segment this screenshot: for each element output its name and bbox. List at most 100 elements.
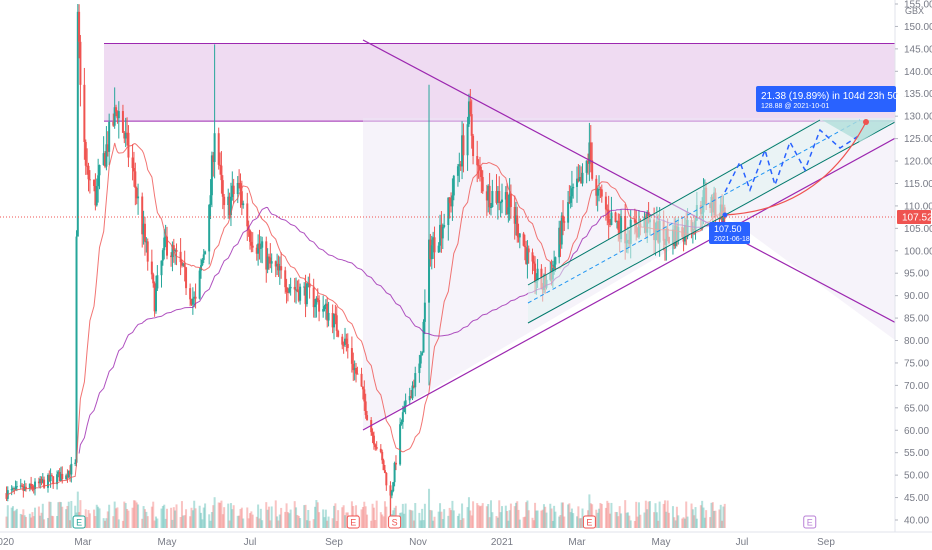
candle[interactable]	[472, 135, 475, 157]
candle[interactable]	[481, 177, 484, 192]
candle[interactable]	[152, 274, 155, 284]
candle[interactable]	[334, 313, 337, 316]
candle[interactable]	[296, 289, 299, 292]
candle[interactable]	[15, 486, 18, 488]
candle[interactable]	[333, 313, 335, 328]
candle[interactable]	[379, 448, 382, 452]
candle[interactable]	[70, 463, 73, 475]
candle[interactable]	[567, 202, 570, 223]
candle[interactable]	[212, 155, 215, 163]
candle[interactable]	[322, 309, 325, 312]
candle[interactable]	[106, 144, 109, 152]
candle[interactable]	[242, 203, 245, 206]
candle[interactable]	[518, 233, 521, 238]
candle[interactable]	[183, 263, 186, 268]
candle[interactable]	[423, 302, 426, 322]
candle[interactable]	[570, 188, 573, 197]
candle[interactable]	[346, 344, 349, 349]
candle[interactable]	[223, 196, 226, 206]
candle[interactable]	[422, 321, 425, 353]
candle[interactable]	[414, 373, 417, 388]
candle[interactable]	[166, 236, 168, 256]
candle[interactable]	[534, 263, 537, 283]
candle[interactable]	[131, 157, 134, 169]
candle[interactable]	[257, 243, 260, 254]
candle[interactable]	[389, 485, 392, 496]
projection-path[interactable]	[724, 128, 861, 193]
candle[interactable]	[246, 203, 249, 227]
candle[interactable]	[451, 195, 454, 207]
candle[interactable]	[48, 474, 51, 482]
candle[interactable]	[41, 479, 44, 483]
candle[interactable]	[400, 422, 403, 425]
candle[interactable]	[399, 424, 402, 465]
candle[interactable]	[599, 189, 602, 191]
candle[interactable]	[276, 263, 279, 267]
candle[interactable]	[160, 260, 163, 276]
candle[interactable]	[352, 363, 355, 371]
candle[interactable]	[488, 185, 491, 208]
candle[interactable]	[34, 481, 37, 489]
event-marker-box[interactable]	[582, 515, 596, 529]
candle[interactable]	[308, 283, 311, 288]
candle[interactable]	[75, 236, 78, 463]
candle[interactable]	[229, 197, 232, 216]
candle[interactable]	[50, 475, 53, 477]
candle[interactable]	[24, 486, 27, 489]
channel-upper-line[interactable]	[527, 119, 821, 286]
candle[interactable]	[198, 270, 201, 299]
candle[interactable]	[43, 479, 46, 488]
candle[interactable]	[112, 121, 115, 126]
candle[interactable]	[337, 330, 340, 337]
candle[interactable]	[93, 179, 96, 186]
candle[interactable]	[558, 227, 561, 258]
candle[interactable]	[458, 164, 461, 167]
candle[interactable]	[102, 153, 105, 166]
candle[interactable]	[526, 248, 529, 264]
candle[interactable]	[419, 355, 422, 364]
candle[interactable]	[31, 486, 34, 489]
candle[interactable]	[174, 249, 177, 251]
overlay-drawings-layer[interactable]	[0, 39, 932, 431]
candle[interactable]	[210, 155, 213, 196]
candle[interactable]	[270, 261, 273, 264]
candle[interactable]	[335, 315, 338, 331]
candle[interactable]	[371, 432, 374, 436]
candle[interactable]	[285, 287, 288, 292]
candle[interactable]	[123, 132, 126, 139]
candle[interactable]	[563, 221, 566, 223]
candle[interactable]	[52, 476, 55, 485]
candle[interactable]	[408, 396, 411, 401]
candle[interactable]	[480, 169, 483, 178]
candle[interactable]	[366, 415, 369, 421]
event-marker[interactable]: E	[582, 515, 596, 529]
candle[interactable]	[441, 226, 444, 239]
candle[interactable]	[193, 296, 196, 299]
candle[interactable]	[596, 189, 599, 196]
candle[interactable]	[383, 470, 386, 473]
candle[interactable]	[115, 107, 118, 112]
candle[interactable]	[74, 462, 77, 464]
candle[interactable]	[316, 298, 319, 301]
candle[interactable]	[585, 160, 588, 173]
candle[interactable]	[227, 196, 230, 206]
candle[interactable]	[209, 195, 212, 205]
candle[interactable]	[498, 190, 501, 203]
candle[interactable]	[258, 243, 261, 249]
candle[interactable]	[40, 478, 43, 483]
candle[interactable]	[467, 101, 470, 125]
candle[interactable]	[219, 164, 222, 166]
candle[interactable]	[134, 171, 137, 188]
candle[interactable]	[374, 444, 377, 448]
candle[interactable]	[568, 202, 571, 204]
candle[interactable]	[326, 303, 329, 321]
candle[interactable]	[411, 385, 414, 399]
candle[interactable]	[600, 189, 603, 197]
candle[interactable]	[403, 406, 406, 413]
candle[interactable]	[295, 289, 298, 291]
event-marker-box[interactable]	[803, 515, 817, 529]
candle[interactable]	[525, 247, 528, 264]
candle[interactable]	[353, 367, 356, 371]
event-marker[interactable]: E	[803, 515, 817, 529]
